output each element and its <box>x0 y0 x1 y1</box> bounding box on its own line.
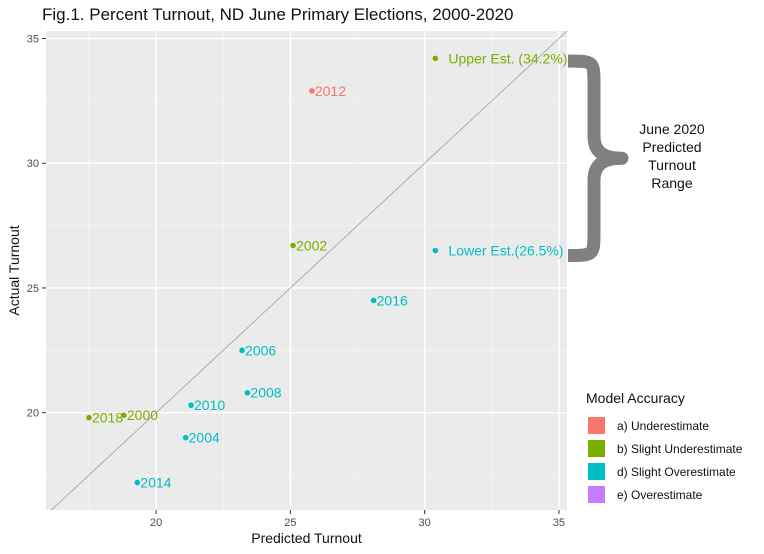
point-label: 2006 <box>245 342 276 358</box>
legend-item: d) Slight Overestimate <box>586 460 762 483</box>
annotation-line: June 2020 <box>639 121 705 137</box>
point-label: 2016 <box>377 292 408 308</box>
data-point <box>182 434 189 441</box>
point-label: 2008 <box>250 385 281 401</box>
point-label: 2004 <box>189 430 220 446</box>
y-axis-title: Actual Turnout <box>6 225 22 315</box>
legend-item: b) Slight Underestimate <box>586 437 762 460</box>
data-point <box>432 55 439 62</box>
data-point <box>432 247 439 254</box>
y-tick-label: 25 <box>27 283 39 295</box>
point-label: 2002 <box>296 238 327 254</box>
chart-title: Fig.1. Percent Turnout, ND June Primary … <box>42 5 514 24</box>
y-tick-label: 30 <box>27 158 39 170</box>
data-point <box>134 479 141 486</box>
x-tick-label: 20 <box>150 517 162 529</box>
data-point <box>239 347 245 354</box>
legend-key-overestimate <box>588 486 605 503</box>
legend: Model Accuracy a) Underestimate b) Sligh… <box>586 390 762 506</box>
x-tick-label: 35 <box>553 517 565 529</box>
point-label: 2012 <box>315 83 346 99</box>
legend-key-underestimate <box>588 417 605 434</box>
point-label: 2010 <box>194 397 225 413</box>
legend-item: e) Overestimate <box>586 483 762 506</box>
y-tick-label: 35 <box>27 33 39 45</box>
data-point <box>370 297 377 304</box>
plot-panel <box>46 31 567 510</box>
data-point <box>290 242 296 249</box>
data-point <box>86 414 92 421</box>
data-point <box>121 412 127 418</box>
legend-label: a) Underestimate <box>617 418 710 433</box>
point-label: 2000 <box>127 407 158 423</box>
legend-key-slight-overestimate <box>588 463 605 480</box>
x-tick-label: 30 <box>419 517 431 529</box>
legend-item: a) Underestimate <box>586 414 762 437</box>
curly-brace-annotation <box>567 54 629 263</box>
annotation-line: Range <box>651 175 693 191</box>
point-label: Lower Est.(26.5%) <box>448 243 563 259</box>
annotation-line: Turnout <box>648 157 696 173</box>
point-label: 2014 <box>140 475 171 491</box>
data-point <box>188 402 194 409</box>
data-point <box>309 88 315 94</box>
point-label: Upper Est. (34.2%) <box>448 50 567 66</box>
x-axis-title: Predicted Turnout <box>251 530 362 546</box>
y-tick-label: 20 <box>27 408 39 420</box>
brace-annotation-label: June 2020 Predicted Turnout Range <box>620 120 724 192</box>
legend-label: e) Overestimate <box>617 487 703 502</box>
annotation-line: Predicted <box>642 139 702 155</box>
reference-line <box>51 30 568 511</box>
legend-key-slight-underestimate <box>588 440 605 457</box>
legend-title: Model Accuracy <box>586 390 685 406</box>
point-label: 2018 <box>92 410 123 426</box>
legend-label: d) Slight Overestimate <box>617 464 736 479</box>
x-tick-label: 25 <box>284 517 296 529</box>
legend-label: b) Slight Underestimate <box>617 441 743 456</box>
data-point <box>244 389 251 396</box>
